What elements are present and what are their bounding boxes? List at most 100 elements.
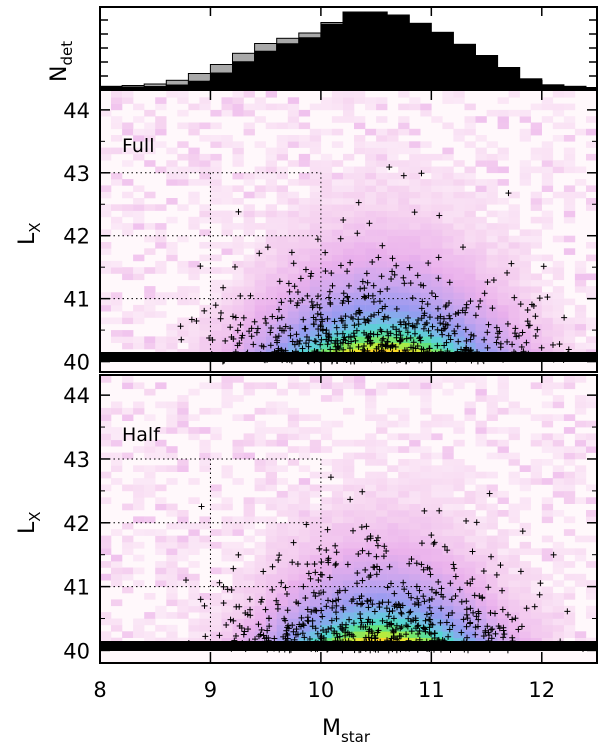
heatmap-cell xyxy=(354,484,366,492)
heatmap-cell xyxy=(309,573,322,581)
heatmap-cell xyxy=(541,433,554,441)
heatmap-cell xyxy=(111,401,123,409)
heatmap-cell xyxy=(343,185,355,192)
heatmap-cell xyxy=(398,446,410,453)
heatmap-cell xyxy=(365,567,377,575)
heatmap-cell xyxy=(376,599,388,607)
data-point xyxy=(401,280,408,287)
heatmap-cell xyxy=(111,103,123,111)
data-point xyxy=(464,580,471,587)
heatmap-cell xyxy=(254,618,266,626)
heatmap-cell xyxy=(376,516,388,524)
heatmap-cell xyxy=(475,573,487,581)
heatmap-cell xyxy=(276,279,288,287)
heatmap-cell xyxy=(431,323,443,331)
hist-bar-det xyxy=(541,84,565,88)
heatmap-cell xyxy=(563,376,576,383)
heatmap-cell xyxy=(387,273,399,281)
heatmap-cell xyxy=(309,242,322,249)
data-point xyxy=(523,605,530,612)
heatmap-cell xyxy=(420,490,432,498)
data-point xyxy=(470,609,477,616)
heatmap-cell xyxy=(309,618,322,626)
data-point xyxy=(534,326,541,333)
heatmap-cell xyxy=(387,336,399,343)
heatmap-cell xyxy=(519,273,531,281)
heatmap-cell xyxy=(398,516,410,524)
heatmap-cell xyxy=(365,612,377,619)
heatmap-cell xyxy=(365,548,377,555)
heatmap-cell xyxy=(497,273,509,281)
hist-bar-det xyxy=(276,43,300,88)
heatmap-cell xyxy=(409,554,421,562)
heatmap-cell xyxy=(177,599,189,607)
heatmap-cell xyxy=(354,605,366,613)
heatmap-cell xyxy=(188,147,200,155)
heatmap-cell xyxy=(309,141,322,148)
heatmap-cell xyxy=(530,311,542,318)
heatmap-cell xyxy=(508,548,520,555)
heatmap-cell xyxy=(287,298,300,306)
heatmap-cell xyxy=(398,260,410,268)
heatmap-cell xyxy=(453,172,465,180)
heatmap-cell xyxy=(541,554,554,562)
heatmap-cell xyxy=(497,593,509,600)
heatmap-cell xyxy=(331,204,344,211)
heatmap-cell xyxy=(243,273,255,281)
heatmap-cell xyxy=(541,586,554,594)
heatmap-cell xyxy=(265,336,277,343)
data-point xyxy=(178,336,185,343)
heatmap-cell xyxy=(574,401,587,409)
heatmap-cell xyxy=(420,446,432,453)
heatmap-cell xyxy=(453,298,465,306)
data-point xyxy=(296,340,303,347)
heatmap-cell xyxy=(265,279,277,287)
data-point xyxy=(355,307,362,314)
heatmap-cell xyxy=(376,229,388,236)
heatmap-cell xyxy=(221,229,233,236)
heatmap-cell xyxy=(409,267,421,274)
data-point xyxy=(193,317,200,324)
heatmap-cell xyxy=(420,342,432,350)
heatmap-cell xyxy=(409,561,421,568)
heatmap-cell xyxy=(442,624,454,632)
heatmap-cell xyxy=(365,414,377,421)
heatmap-cell xyxy=(144,618,156,626)
heatmap-cell xyxy=(464,198,476,205)
data-point xyxy=(209,336,216,343)
heatmap-cell xyxy=(320,471,333,479)
heatmap-cell xyxy=(243,535,255,543)
heatmap-cell xyxy=(265,624,277,632)
heatmap-cell xyxy=(265,311,277,318)
data-point xyxy=(267,329,274,336)
data-point xyxy=(405,320,412,327)
heatmap-cell xyxy=(530,292,542,299)
data-point xyxy=(250,341,257,348)
heatmap-cell xyxy=(331,497,344,504)
heatmap-cell xyxy=(166,254,178,262)
data-point xyxy=(247,606,254,613)
heatmap-cell xyxy=(133,128,145,136)
data-point xyxy=(517,301,524,308)
data-point xyxy=(429,323,436,330)
heatmap-cell xyxy=(122,522,134,530)
heatmap-cell xyxy=(166,548,178,555)
heatmap-cell xyxy=(586,342,598,350)
heatmap-cell xyxy=(309,484,322,492)
heatmap-cell xyxy=(133,273,145,281)
heatmap-cell xyxy=(431,567,443,575)
heatmap-cell xyxy=(309,166,322,174)
heatmap-cell xyxy=(122,433,134,441)
heatmap-cell xyxy=(508,311,520,318)
heatmap-cell xyxy=(574,631,587,638)
heatmap-cell xyxy=(254,612,266,619)
data-point xyxy=(452,592,459,599)
heatmap-cell xyxy=(343,573,355,581)
heatmap-cell xyxy=(442,210,454,218)
heatmap-cell xyxy=(221,342,233,350)
heatmap-cell xyxy=(376,166,388,174)
heatmap-cell xyxy=(376,216,388,224)
heatmap-cell xyxy=(100,317,112,325)
heatmap-cell xyxy=(431,191,443,199)
heatmap-cell xyxy=(232,260,244,268)
